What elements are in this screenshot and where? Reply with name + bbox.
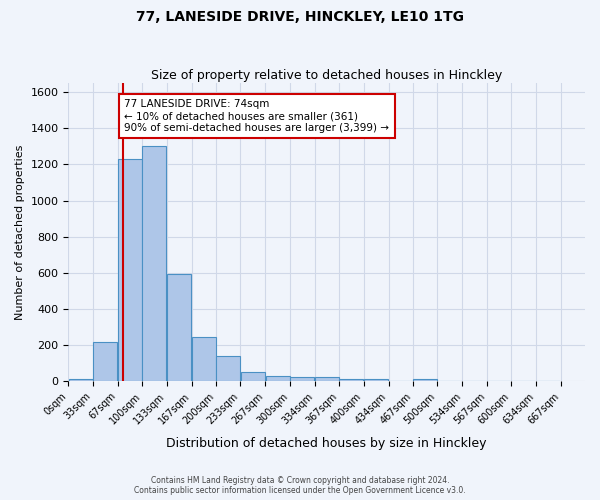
Bar (192, 337, 216, 382)
Bar (340, 378, 364, 382)
Bar (93, 342, 117, 382)
Bar (142, 146, 166, 382)
Text: 77, LANESIDE DRIVE, HINCKLEY, LE10 1TG: 77, LANESIDE DRIVE, HINCKLEY, LE10 1TG (136, 10, 464, 24)
Bar (68, 380, 92, 382)
Bar (241, 372, 265, 382)
Title: Size of property relative to detached houses in Hinckley: Size of property relative to detached ho… (151, 69, 502, 82)
Bar (413, 378, 437, 382)
Text: 77 LANESIDE DRIVE: 74sqm
← 10% of detached houses are smaller (361)
90% of semi-: 77 LANESIDE DRIVE: 74sqm ← 10% of detach… (124, 100, 389, 132)
Text: Contains HM Land Registry data © Crown copyright and database right 2024.
Contai: Contains HM Land Registry data © Crown c… (134, 476, 466, 495)
Bar (167, 274, 191, 382)
Bar (216, 356, 240, 382)
Bar (364, 380, 388, 382)
Bar (118, 159, 142, 382)
Bar (290, 378, 314, 382)
Y-axis label: Number of detached properties: Number of detached properties (15, 144, 25, 320)
X-axis label: Distribution of detached houses by size in Hinckley: Distribution of detached houses by size … (166, 437, 487, 450)
Bar (266, 376, 290, 382)
Bar (315, 378, 339, 382)
